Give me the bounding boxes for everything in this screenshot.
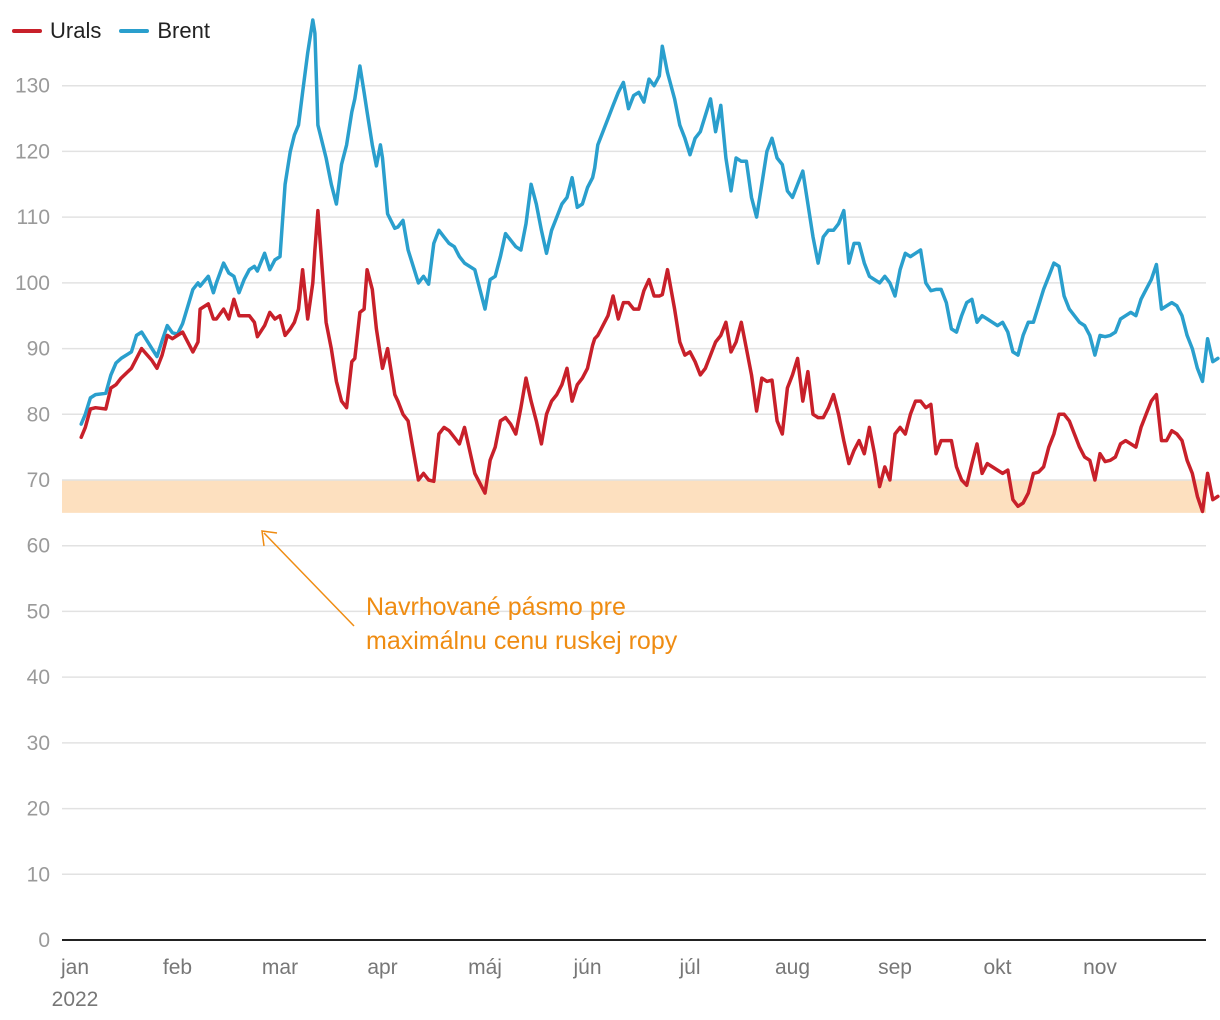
series-lines — [79, 18, 1220, 514]
annotation-arrow-line — [263, 532, 355, 627]
y-tick-label: 80 — [27, 403, 50, 426]
price-cap-band — [62, 480, 1206, 513]
legend-item-urals[interactable]: Urals — [12, 18, 101, 44]
legend: Urals Brent — [12, 18, 228, 44]
x-tick-label: jan — [60, 956, 89, 979]
y-tick-label: 130 — [15, 75, 50, 98]
x-tick-label: júl — [678, 956, 700, 979]
y-tick-label: 50 — [27, 600, 50, 623]
y-tick-label: 120 — [15, 140, 50, 163]
y-tick-label: 0 — [38, 929, 50, 952]
y-tick-label: 30 — [27, 732, 50, 755]
x-tick-label: mar — [262, 956, 298, 979]
legend-item-brent[interactable]: Brent — [119, 18, 210, 44]
x-tick-label: feb — [163, 956, 192, 979]
y-tick-label: 70 — [27, 469, 50, 492]
x-tick-label: jún — [572, 956, 601, 979]
x-tick-label: aug — [775, 956, 810, 979]
y-tick-label: 60 — [27, 535, 50, 558]
x-tick-label: okt — [983, 956, 1011, 979]
brent-swatch — [119, 29, 150, 33]
y-tick-label: 110 — [17, 206, 50, 229]
price-cap-annotation: Navrhované pásmo pre maximálnu cenu rusk… — [366, 593, 678, 655]
x-year-label: 2022 — [52, 988, 99, 1011]
price-cap-band-layer — [62, 480, 1206, 513]
annotation-arrow — [261, 530, 355, 627]
y-tick-label: 100 — [15, 272, 50, 295]
y-tick-label: 40 — [27, 666, 50, 689]
y-tick-label: 20 — [27, 798, 50, 821]
x-tick-label: apr — [367, 956, 397, 979]
urals-swatch — [12, 29, 42, 33]
series-line-brent — [79, 18, 1220, 426]
legend-label-brent: Brent — [157, 18, 210, 43]
x-tick-label: sep — [878, 956, 912, 979]
axes: 0 10 20 30 40 50 60 70 80 90 100 110 120 130 jan feb mar… — [15, 75, 1206, 1011]
series-line-urals — [79, 208, 1220, 514]
y-tick-label: 90 — [27, 338, 50, 361]
x-tick-label: nov — [1083, 956, 1117, 979]
x-tick-label: máj — [468, 956, 502, 979]
legend-label-urals: Urals — [50, 18, 102, 43]
gridlines — [62, 84, 1206, 876]
annotation-arrow-head — [261, 530, 278, 547]
y-tick-label: 10 — [27, 863, 50, 886]
